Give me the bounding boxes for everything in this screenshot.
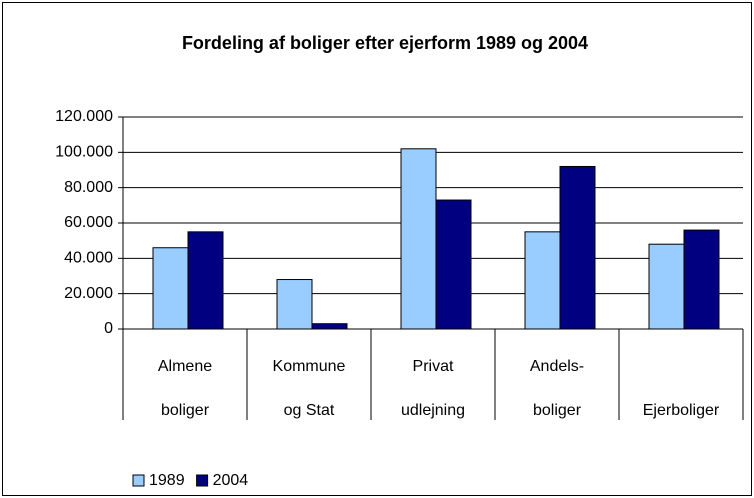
x-tick-label: og Stat [284, 402, 335, 419]
x-tick-label: Privat [413, 358, 454, 375]
y-tick-label: 120.000 [55, 108, 113, 125]
x-tick-label: boliger [533, 402, 582, 419]
bar [187, 231, 224, 330]
bar [559, 165, 596, 330]
chart-title: Fordeling af boliger efter ejerform 1989… [182, 33, 588, 53]
x-tick-label: Kommune [273, 358, 346, 375]
y-tick-label: 20.000 [64, 285, 113, 302]
y-tick-label: 0 [104, 320, 113, 337]
y-tick-label: 60.000 [64, 214, 113, 231]
legend-swatch [196, 474, 209, 487]
x-tick-label: Almene [158, 358, 212, 375]
bar [311, 323, 348, 330]
bar [276, 279, 313, 330]
bar [152, 247, 189, 330]
x-tick-label: Ejerboliger [643, 402, 720, 419]
y-tick-label: 80.000 [64, 179, 113, 196]
bar [524, 231, 561, 330]
legend-swatch [132, 474, 145, 487]
x-tick-label: boliger [161, 402, 210, 419]
bar [400, 148, 437, 330]
y-tick-label: 40.000 [64, 250, 113, 267]
bar [648, 243, 685, 330]
legend-label: 1989 [149, 472, 185, 489]
bar [683, 229, 720, 330]
legend-label: 2004 [213, 472, 249, 489]
y-tick-label: 100.000 [55, 144, 113, 161]
x-tick-label: udlejning [401, 402, 465, 419]
x-tick-label: Andels- [530, 358, 584, 375]
bar [435, 199, 472, 330]
